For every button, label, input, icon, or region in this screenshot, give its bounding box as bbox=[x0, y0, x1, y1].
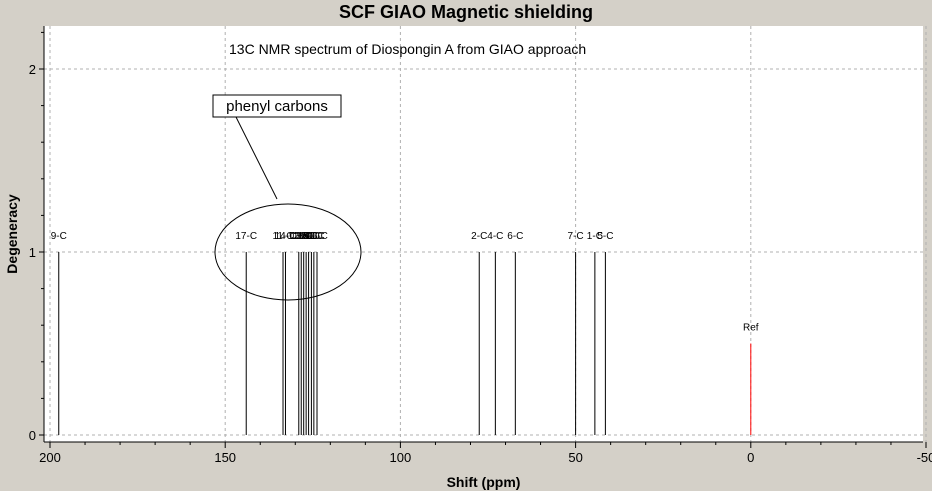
peak-label: 6-C bbox=[507, 231, 523, 242]
peak-label: 19-C bbox=[295, 231, 317, 242]
peak-label: 13-C bbox=[290, 231, 312, 242]
phenyl-callout-box bbox=[212, 94, 342, 118]
x-tick-label: 0 bbox=[747, 450, 754, 465]
peak-label: 16-C bbox=[306, 231, 328, 242]
phenyl-callout-label: phenyl carbons bbox=[226, 98, 328, 115]
x-axis-title: Shift (ppm) bbox=[447, 474, 521, 490]
peaks: 9-C 17-C 11-C14-C12-C13-C18-C19-C15-C20-C2… bbox=[51, 231, 759, 435]
x-tick-label: 200 bbox=[39, 450, 61, 465]
spectrum-annotation: 13C NMR spectrum of Diospongin A from GI… bbox=[229, 41, 586, 57]
peak-label: 9-C bbox=[51, 231, 67, 242]
phenyl-region-ellipse bbox=[214, 203, 362, 301]
y-axis-title: Degeneracy bbox=[4, 194, 20, 274]
phenyl-callout-leader bbox=[235, 116, 278, 200]
peak-label: 1-C bbox=[587, 231, 603, 242]
peak-label: 7-C bbox=[568, 231, 584, 242]
window-title: SCF GIAO Magnetic shielding bbox=[338, 2, 594, 22]
peak-label: 11-C bbox=[273, 231, 294, 242]
grid-lines bbox=[44, 26, 927, 442]
peak-label: 5-C bbox=[597, 231, 613, 242]
axes: 200 150 100 50 0 -50 0 1 2 Shift (ppm) Degeneracy bbox=[4, 26, 932, 490]
plot-area bbox=[44, 26, 923, 442]
y-tick-label: 1 bbox=[29, 245, 36, 260]
peak-label: 2-C bbox=[471, 231, 487, 242]
peak-label: 17-C bbox=[235, 231, 257, 242]
peak-label: 12-C bbox=[288, 231, 310, 242]
peak-label: 14-C bbox=[275, 231, 297, 242]
y-tick-label: 2 bbox=[29, 62, 36, 77]
peak-label: Ref bbox=[743, 323, 759, 334]
y-tick-label: 0 bbox=[29, 428, 36, 443]
x-tick-label: 150 bbox=[214, 450, 236, 465]
x-tick-label: 50 bbox=[568, 450, 582, 465]
peak-label: 18-C bbox=[293, 231, 315, 242]
peak-label: 21-C bbox=[303, 231, 325, 242]
peak-label: 15-C bbox=[298, 231, 320, 242]
peak-label: 4-C bbox=[487, 231, 503, 242]
x-tick-label: 100 bbox=[390, 450, 412, 465]
x-tick-label: -50 bbox=[917, 450, 932, 465]
annotations: 13C NMR spectrum of Diospongin A from GI… bbox=[212, 41, 586, 301]
peak-label: 20-C bbox=[301, 231, 323, 242]
